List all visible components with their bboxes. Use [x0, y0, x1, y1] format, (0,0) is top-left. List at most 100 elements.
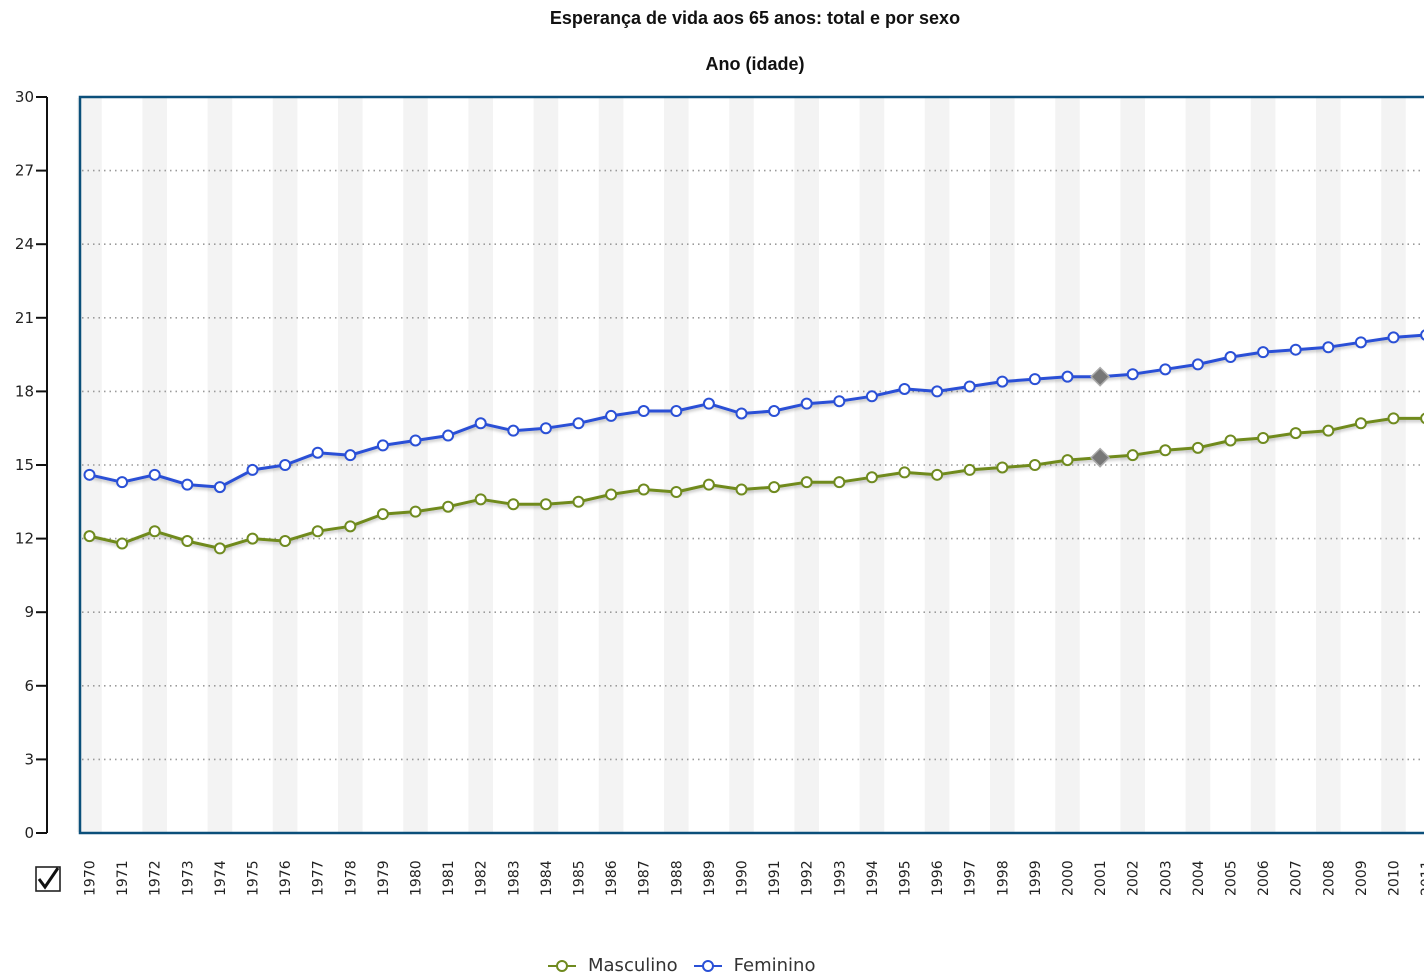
x-tick-label: 2005: [1224, 860, 1240, 896]
data-point-marker: [931, 385, 944, 398]
data-point-marker: [442, 500, 455, 513]
data-point-marker: [279, 535, 292, 548]
chart-legend: Masculino Feminino: [548, 955, 831, 976]
data-point-marker: [1354, 417, 1367, 430]
data-point-marker: [1028, 373, 1041, 386]
x-tick-label: 1992: [800, 860, 816, 896]
data-point-marker: [963, 463, 976, 476]
x-tick-label: 1971: [115, 860, 131, 896]
legend-item-masculino[interactable]: Masculino: [548, 955, 678, 976]
data-point-marker: [1289, 427, 1302, 440]
y-tick-label: 0: [24, 824, 34, 842]
x-tick-label: 1997: [963, 860, 979, 896]
data-point-marker: [246, 532, 259, 545]
category-band: [924, 98, 950, 832]
x-tick-label: 1998: [995, 860, 1011, 896]
y-tick-label: 30: [15, 88, 34, 106]
x-tick-label: 1985: [572, 860, 588, 896]
data-point-marker: [865, 471, 878, 484]
data-point-marker: [1322, 341, 1335, 354]
data-point-marker: [1028, 459, 1041, 471]
data-point-marker: [735, 407, 748, 420]
data-point-marker: [898, 466, 911, 479]
data-point-marker: [507, 424, 520, 437]
y-tick-label: 12: [15, 530, 34, 548]
x-tick-label: 1980: [409, 860, 425, 896]
x-tick-label: 1986: [604, 860, 620, 896]
x-tick-label: 1995: [898, 860, 914, 896]
data-point-marker: [474, 493, 487, 506]
data-point-marker: [474, 417, 487, 430]
highlight-point-marker: [1090, 447, 1111, 468]
data-point-marker: [507, 498, 520, 511]
x-tick-label: 1976: [278, 860, 294, 896]
x-tick-label: 1991: [767, 860, 783, 896]
x-tick-label: 1977: [311, 860, 327, 896]
highlight-point-marker: [1090, 366, 1111, 387]
checkbox-checked-icon[interactable]: [35, 866, 61, 892]
legend-marker-masculino-icon: [548, 959, 576, 972]
x-tick-label: 1984: [539, 860, 555, 896]
data-point-marker: [83, 468, 96, 481]
x-tick-label: 1990: [735, 860, 751, 896]
x-tick-label: 2003: [1158, 860, 1174, 896]
y-tick-label: 6: [24, 677, 34, 695]
y-tick-label: 9: [24, 603, 34, 621]
data-point-marker: [833, 476, 846, 489]
x-tick-label: 2009: [1354, 860, 1370, 896]
data-point-marker: [213, 481, 226, 494]
data-point-marker: [800, 476, 813, 489]
data-point-marker: [539, 422, 552, 435]
data-point-marker: [768, 481, 781, 494]
data-point-marker: [1224, 351, 1237, 364]
x-tick-label: 1987: [637, 860, 653, 896]
data-point-marker: [539, 498, 552, 511]
data-point-marker: [931, 468, 944, 481]
data-point-marker: [116, 476, 129, 489]
y-tick-label: 15: [15, 456, 34, 474]
legend-label-masculino: Masculino: [588, 955, 678, 976]
data-point-marker: [572, 417, 585, 430]
data-point-marker: [833, 395, 846, 408]
category-band: [1381, 98, 1406, 832]
data-point-marker: [1126, 368, 1139, 381]
data-point-marker: [409, 434, 422, 447]
data-point-marker: [1387, 331, 1400, 344]
legend-item-feminino[interactable]: Feminino: [693, 955, 815, 976]
data-point-marker: [376, 508, 389, 521]
data-point-marker: [409, 505, 422, 518]
data-point-marker: [963, 380, 976, 393]
x-tick-label: 1982: [474, 860, 490, 896]
data-point-marker: [181, 535, 194, 548]
x-tick-label: 1981: [441, 860, 457, 896]
x-tick-label: 2007: [1289, 860, 1305, 896]
data-point-marker: [1322, 424, 1335, 437]
data-point-marker: [311, 446, 324, 459]
x-tick-label: 1996: [930, 860, 946, 896]
data-point-marker: [637, 405, 650, 418]
data-point-marker: [670, 405, 683, 418]
x-tick-label: 1974: [213, 860, 229, 896]
data-point-marker: [83, 530, 96, 543]
x-tick-label: 1993: [832, 860, 848, 896]
data-point-marker: [1289, 343, 1302, 356]
chart-title: Esperança de vida aos 65 anos: total e p…: [549, 8, 961, 28]
category-band: [533, 98, 559, 832]
x-tick-label: 1979: [376, 860, 392, 896]
y-tick-label: 24: [15, 235, 34, 253]
data-point-marker: [246, 463, 259, 476]
data-point-marker: [442, 429, 455, 442]
y-tick-label: 21: [15, 309, 34, 327]
x-tick-label: 2000: [1061, 860, 1077, 896]
data-point-marker: [1387, 412, 1400, 425]
data-point-marker: [1061, 454, 1074, 467]
x-tick-label: 2001: [1093, 860, 1109, 896]
data-point-marker: [637, 483, 650, 496]
category-band: [729, 98, 754, 832]
data-point-marker: [572, 495, 585, 508]
data-point-marker: [1159, 444, 1172, 457]
x-tick-label: 2010: [1387, 860, 1403, 896]
data-point-marker: [148, 468, 161, 481]
x-tick-label: 2008: [1321, 860, 1337, 896]
